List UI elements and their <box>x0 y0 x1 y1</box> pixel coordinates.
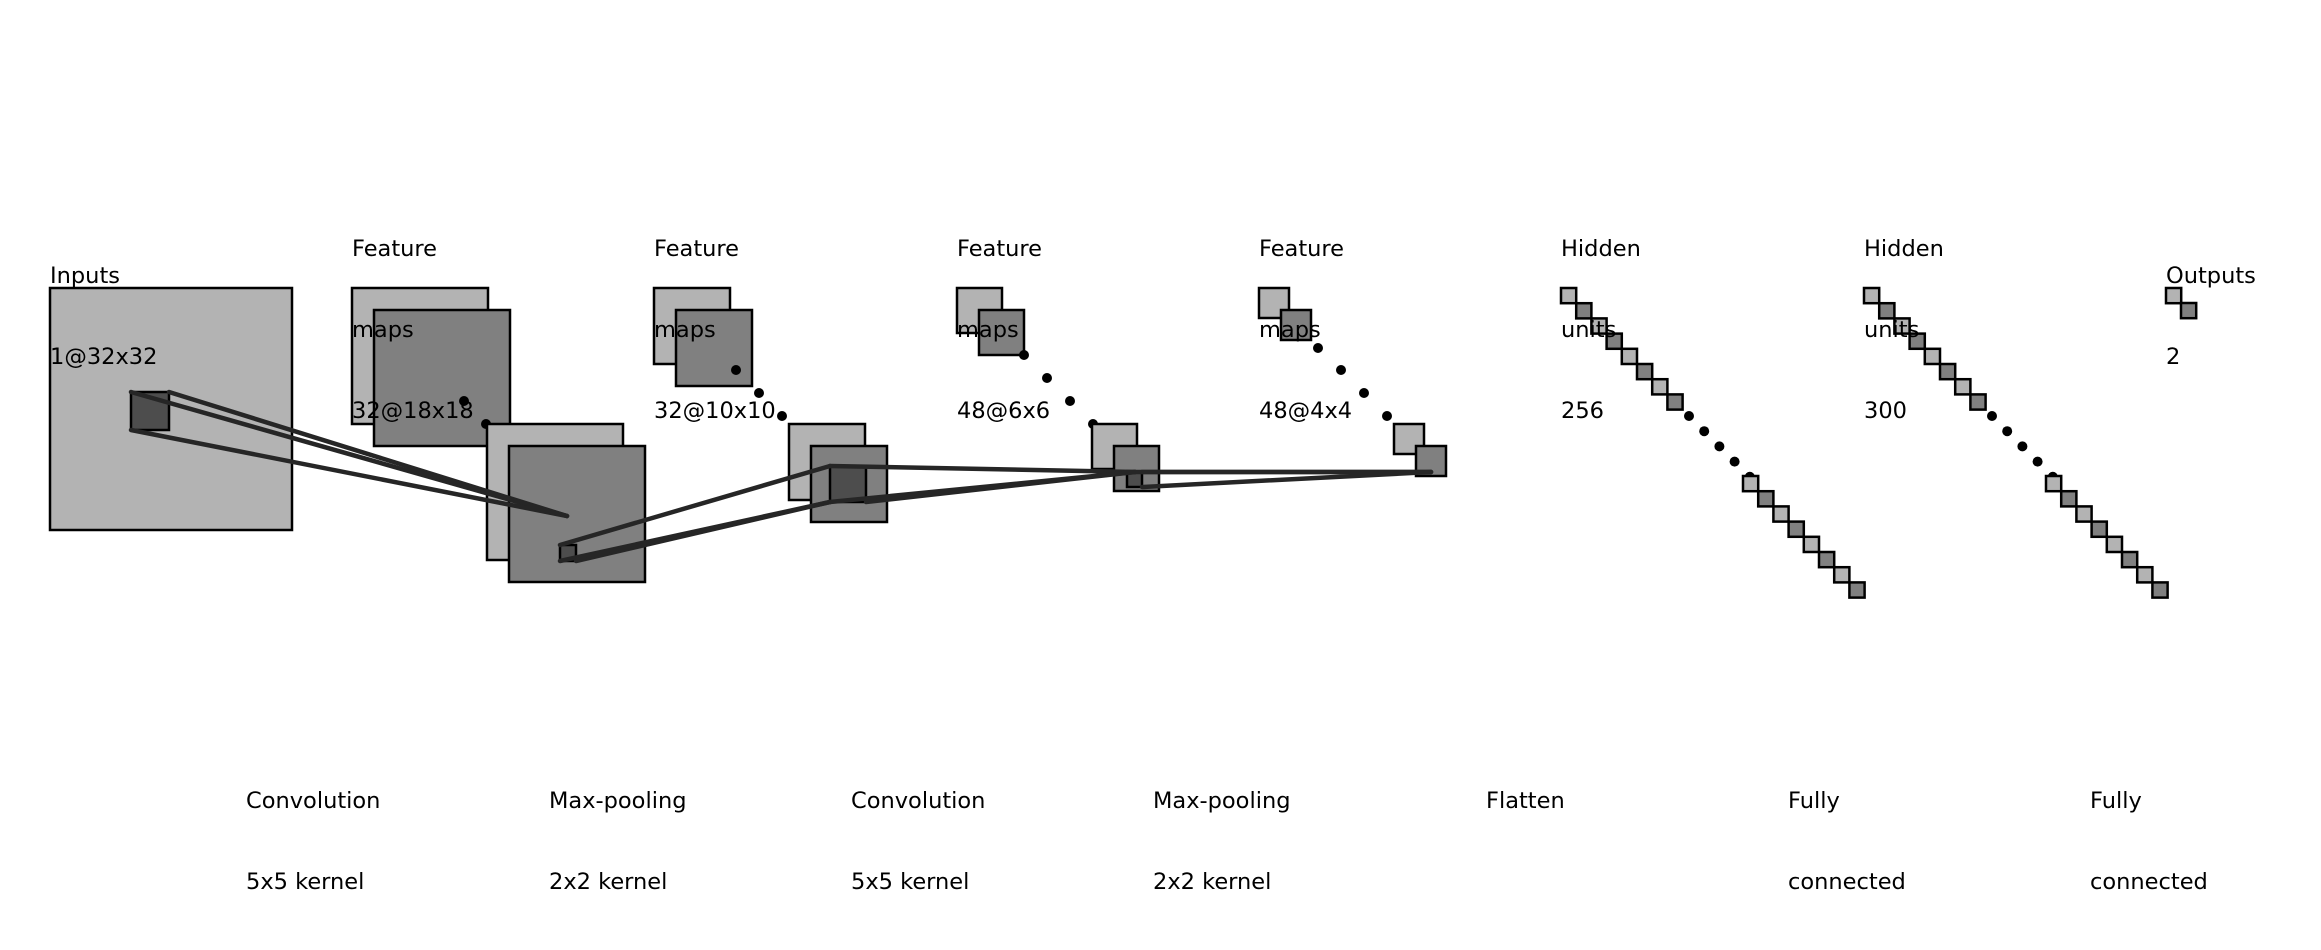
hidden-l2-unit <box>1908 332 1927 351</box>
connection-line <box>863 469 1138 505</box>
layer-label-outputs: Outputs 2 <box>2166 263 2256 370</box>
ellipsis-dot <box>1382 411 1392 421</box>
hidden-l2-unit <box>2120 550 2139 569</box>
hidden-l2-unit <box>1953 377 1972 396</box>
layer-label-inputs: Inputs 1@32x32 <box>50 263 158 370</box>
ellipsis-dot <box>2017 441 2028 452</box>
ellipsis-dot <box>1359 388 1369 398</box>
hidden-l1-unit <box>1756 489 1775 508</box>
ellipsis-dot <box>1019 350 1029 360</box>
operation-label-fully-connected-1: Fully connected <box>1788 788 1906 895</box>
output-unit <box>2164 286 2183 305</box>
hidden-l1-unit <box>1620 347 1639 366</box>
feature-map-l3-b <box>977 308 1026 357</box>
layer-label-feature-maps-2: Feature maps 32@10x10 <box>654 236 776 424</box>
hidden-l1-unit <box>1741 474 1760 493</box>
ellipsis-dot <box>2002 426 2013 437</box>
ellipsis-dot <box>754 388 764 398</box>
output-unit <box>2179 301 2198 320</box>
hidden-l1-unit <box>1635 362 1654 381</box>
diagram-svg <box>48 286 2198 599</box>
hidden-l1-unit <box>1772 505 1790 523</box>
hidden-l2-unit <box>2059 489 2078 508</box>
hidden-l2-unit <box>2044 474 2063 493</box>
hidden-l1-unit <box>1848 581 1866 599</box>
ellipsis-dot <box>1699 426 1710 437</box>
ellipsis-dot <box>1065 396 1075 406</box>
hidden-l1-unit <box>1802 535 1821 554</box>
hidden-l2-unit <box>2151 581 2169 599</box>
layer-label-feature-maps-3: Feature maps 48@6x6 <box>957 236 1051 424</box>
hidden-l1-unit <box>1787 520 1806 539</box>
hidden-l2-unit <box>1893 317 1911 335</box>
conv2-kernel-patch <box>828 464 868 504</box>
ellipsis-dot <box>459 396 469 406</box>
operation-label-convolution-1: Convolution 5x5 kernel <box>246 788 381 895</box>
connection-line <box>166 389 570 519</box>
operation-label-max-pooling-2: Max-pooling 2x2 kernel <box>1153 788 1291 895</box>
connection-line <box>557 499 833 564</box>
operation-label-max-pooling-1: Max-pooling 2x2 kernel <box>549 788 687 895</box>
ellipsis-dot <box>1042 373 1052 383</box>
feature-map-l4-a <box>1257 286 1291 320</box>
ellipsis-dot <box>1336 365 1346 375</box>
operation-label-convolution-2: Convolution 5x5 kernel <box>851 788 986 895</box>
ellipsis-dot <box>2032 456 2043 467</box>
hidden-l1-unit <box>1574 301 1593 320</box>
hidden-l1-unit <box>1832 565 1851 584</box>
layer-label-hidden-units-1: Hidden units 256 <box>1561 236 1641 424</box>
hidden-l1-unit <box>1666 393 1684 411</box>
ellipsis-dot <box>1729 456 1740 467</box>
hidden-l2-unit <box>1862 286 1881 305</box>
operation-label-fully-connected-2: Fully connected <box>2090 788 2208 895</box>
ellipsis-dot <box>777 411 787 421</box>
hidden-l2-unit <box>1969 393 1987 411</box>
hidden-l1-unit <box>1605 332 1624 351</box>
hidden-l2-unit <box>1938 362 1957 381</box>
layer-label-feature-maps-4: Feature maps 48@4x4 <box>1259 236 1353 424</box>
layer-label-hidden-units-2: Hidden units 300 <box>1864 236 1944 424</box>
connection-line <box>557 463 833 548</box>
connection-line <box>827 463 1138 475</box>
hidden-l2-unit <box>2090 520 2109 539</box>
hidden-l2-unit <box>2075 505 2093 523</box>
cnn-architecture-diagram: Inputs 1@32x32 Feature maps 32@18x18 Fea… <box>48 236 2256 895</box>
feature-map-l4-c <box>1392 422 1426 456</box>
ellipsis-dot <box>1714 441 1725 452</box>
feature-map-l4-b <box>1279 308 1313 342</box>
hidden-l2-unit <box>1877 301 1896 320</box>
hidden-l2-unit <box>1923 347 1942 366</box>
hidden-l2-unit <box>2135 565 2154 584</box>
connection-line <box>1139 469 1434 490</box>
hidden-l1-unit <box>1590 317 1608 335</box>
ellipsis-dot <box>731 365 741 375</box>
ellipsis-dot <box>1313 343 1323 353</box>
connection-line <box>128 427 570 519</box>
hidden-l1-unit <box>1559 286 1578 305</box>
operation-label-flatten: Flatten <box>1486 788 1565 814</box>
hidden-l1-unit <box>1817 550 1836 569</box>
ellipsis-dot <box>1987 411 1997 421</box>
layer-label-feature-maps-1: Feature maps 32@18x18 <box>352 236 474 424</box>
hidden-l1-unit <box>1650 377 1669 396</box>
input-map <box>48 286 294 532</box>
ellipsis-dot <box>1684 411 1694 421</box>
hidden-l2-unit <box>2105 535 2124 554</box>
